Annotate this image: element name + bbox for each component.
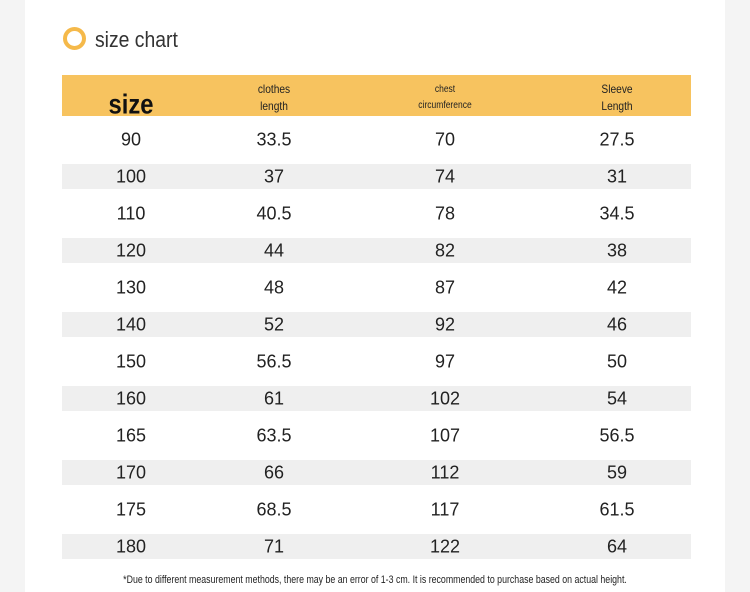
header-line: length [260,99,288,113]
header-line: circumference [418,100,472,111]
cell: 61 [263,388,285,409]
cell: 46 [606,314,628,335]
cell: 52 [263,314,285,335]
cell: 64 [606,536,628,557]
footnote: *Due to different measurement methods, t… [123,574,627,586]
cell: 44 [263,240,285,261]
cell: 120 [115,240,147,261]
cell: 66 [263,462,285,483]
header-line: size [108,88,154,120]
cell: 150 [115,351,147,372]
title-icon [63,27,86,50]
cell: 70 [434,129,456,150]
cell: 110 [116,203,146,224]
cell: 54 [606,388,628,409]
cell: 90 [120,129,142,150]
header-line: Sleeve [601,82,633,96]
cell: 160 [115,388,147,409]
cell: 31 [606,166,628,187]
cell: 97 [434,351,456,372]
cell: 92 [434,314,456,335]
column-header: chest circumference [418,82,471,114]
cell: 48 [263,277,285,298]
cell: 140 [115,314,147,335]
cell: 68.5 [256,499,292,520]
cell: 33.5 [256,129,292,150]
title: size chart [95,27,178,52]
row-band [62,164,691,189]
cell: 170 [115,462,147,483]
cell: 74 [434,166,456,187]
cell: 71 [263,536,285,557]
row-band [62,534,691,559]
cell: 56.5 [599,425,635,446]
cell: 102 [429,388,461,409]
cell: 56.5 [256,351,292,372]
cell: 165 [115,425,147,446]
row-band [62,238,691,263]
cell: 175 [115,499,147,520]
row-band [62,312,691,337]
cell: 63.5 [256,425,292,446]
cell: 100 [115,166,147,187]
cell: 61.5 [599,499,635,520]
cell: 59 [606,462,628,483]
cell: 42 [606,277,628,298]
cell: 27.5 [599,129,635,150]
cell: 82 [434,240,456,261]
cell: 112 [430,462,460,483]
cell: 107 [429,425,461,446]
cell: 87 [434,277,456,298]
cell: 117 [430,499,460,520]
cell: 130 [115,277,147,298]
cell: 78 [434,203,456,224]
header-bar [62,75,691,116]
header-line: clothes [257,82,291,96]
row-band [62,460,691,485]
cell: 50 [606,351,628,372]
cell: 180 [115,536,147,557]
cell: 34.5 [599,203,635,224]
cell: 122 [429,536,461,557]
cell: 40.5 [256,203,292,224]
header-line: Length [601,99,633,113]
header-line: chest [434,84,456,95]
cell: 38 [606,240,628,261]
column-header: Sleeve Length [601,81,632,115]
cell: 37 [263,166,285,187]
column-header: size [108,88,154,120]
row-band [62,386,691,411]
column-header: clothes length [258,81,290,115]
